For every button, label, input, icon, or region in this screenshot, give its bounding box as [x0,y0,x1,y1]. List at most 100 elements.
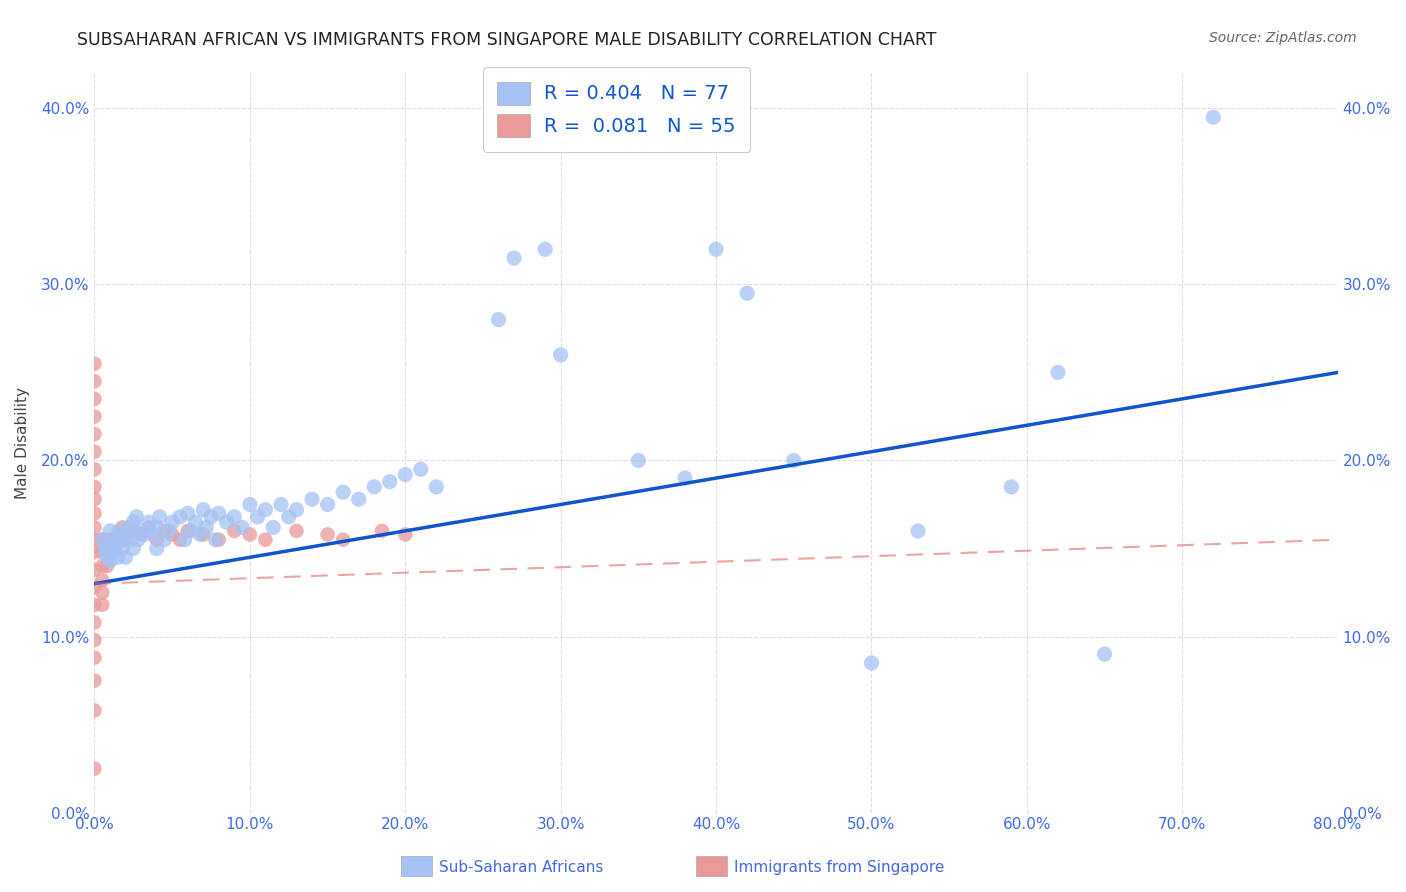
Point [316,527,339,541]
Point [503,251,526,265]
Point [83,392,105,406]
Point [83,374,105,388]
Point [138,520,160,534]
Point [184,515,207,529]
Point [215,515,238,529]
Point [114,550,136,565]
Point [332,485,354,500]
Point [735,286,758,301]
Point [98,524,121,538]
Point [550,348,572,362]
Point [285,524,308,538]
Point [347,492,370,507]
Legend: R = 0.404   N = 77, R =  0.081   N = 55: R = 0.404 N = 77, R = 0.081 N = 55 [482,68,751,152]
Point [83,520,105,534]
Point [107,529,129,543]
Point [83,650,105,665]
Point [208,533,231,547]
Point [83,703,105,717]
Text: Source: ZipAtlas.com: Source: ZipAtlas.com [1209,31,1357,45]
Point [83,545,105,559]
Point [394,527,416,541]
Point [239,527,262,541]
Point [83,633,105,648]
Point [83,462,105,476]
Point [91,573,114,587]
Point [200,509,222,524]
Point [98,533,121,547]
Point [83,673,105,688]
Point [153,533,176,547]
Point [224,524,246,538]
Point [246,509,269,524]
Point [285,502,308,516]
Point [83,615,105,630]
Point [101,533,124,547]
Point [107,527,129,541]
Point [83,444,105,458]
Point [277,509,299,524]
Point [177,506,200,520]
Point [1094,647,1116,661]
Point [83,598,105,612]
Point [111,541,134,556]
Point [96,545,118,559]
Point [118,520,141,534]
Point [105,538,128,552]
Point [97,550,120,565]
Point [409,462,432,476]
Point [91,533,114,547]
Point [425,480,447,494]
Text: Immigrants from Singapore: Immigrants from Singapore [734,860,945,874]
Point [157,524,180,538]
Point [107,550,129,565]
Point [239,498,262,512]
Point [180,524,202,538]
Point [1046,366,1069,380]
Point [129,527,152,541]
Point [83,409,105,424]
Point [193,527,215,541]
Point [332,533,354,547]
Point [122,524,145,538]
Point [254,533,277,547]
Point [316,498,339,512]
Point [145,541,167,556]
Point [91,545,114,559]
Point [394,467,416,482]
Point [860,656,883,670]
Point [173,533,195,547]
Point [704,242,727,256]
Point [129,524,152,538]
Point [91,598,114,612]
Point [193,502,215,516]
Point [83,563,105,577]
Point [83,427,105,442]
Point [98,545,121,559]
Point [122,541,145,556]
Text: SUBSAHARAN AFRICAN VS IMMIGRANTS FROM SINGAPORE MALE DISABILITY CORRELATION CHAR: SUBSAHARAN AFRICAN VS IMMIGRANTS FROM SI… [77,31,936,49]
Point [104,545,127,559]
Point [83,580,105,594]
Point [83,492,105,507]
Point [83,506,105,520]
Point [208,506,231,520]
Point [371,524,394,538]
Point [120,533,142,547]
Point [94,545,117,559]
Point [262,520,284,534]
Point [160,527,183,541]
Point [1202,110,1225,124]
Point [907,524,929,538]
Point [363,480,385,494]
Point [91,559,114,574]
Point [98,554,121,568]
Point [169,509,191,524]
Point [145,533,167,547]
Point [98,541,121,556]
Point [145,520,167,534]
Point [673,471,696,485]
Point [195,520,218,534]
Point [160,515,183,529]
Point [96,538,118,552]
